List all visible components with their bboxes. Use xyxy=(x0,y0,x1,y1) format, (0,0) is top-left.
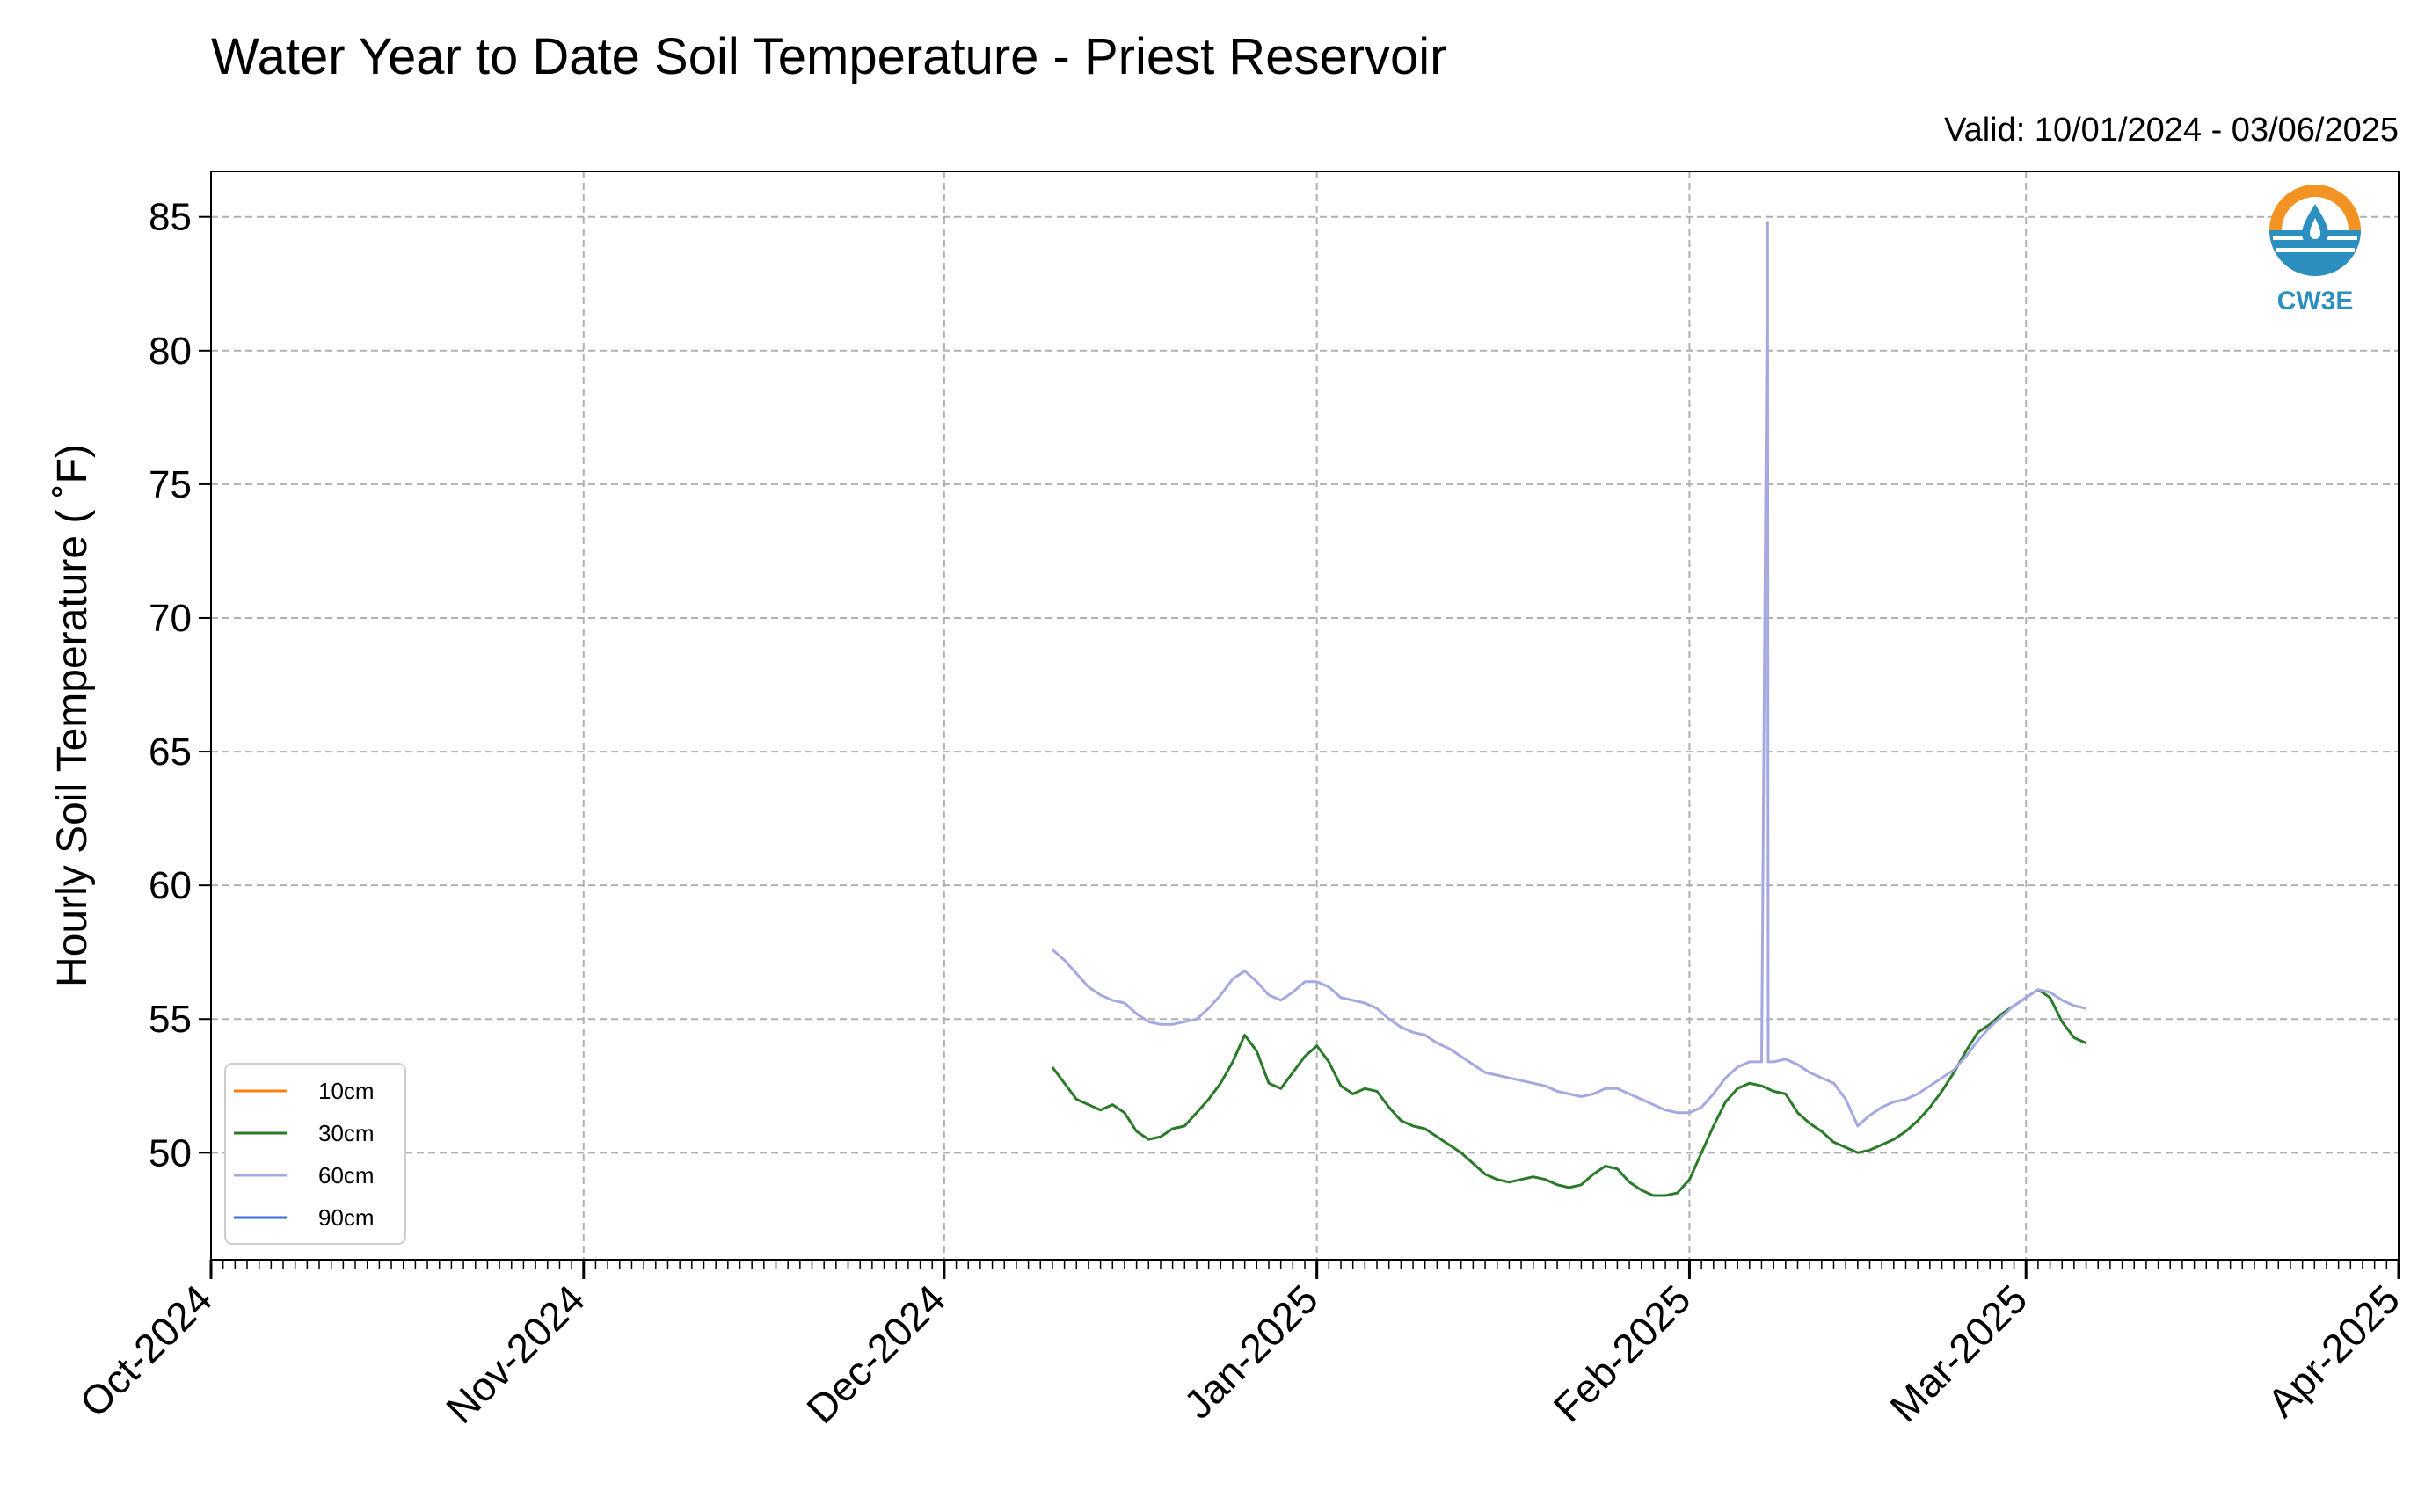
chart-title: Water Year to Date Soil Temperature - Pr… xyxy=(211,28,1446,85)
y-tick-label: 60 xyxy=(149,864,192,907)
cw3e-logo-text: CW3E xyxy=(2277,287,2354,316)
cw3e-logo-icon xyxy=(2269,185,2361,276)
y-tick-label: 70 xyxy=(149,597,192,640)
series-line-30cm xyxy=(1051,988,2087,1197)
y-tick-label: 55 xyxy=(149,998,192,1041)
y-tick-label: 75 xyxy=(149,463,192,506)
legend: 10cm 30cm 60cm 90cm xyxy=(224,1063,406,1245)
legend-box xyxy=(224,1063,406,1245)
series-layer xyxy=(1051,221,2087,1197)
legend-label-30cm: 30cm xyxy=(318,1120,375,1146)
legend-label-90cm: 90cm xyxy=(318,1204,375,1231)
legend-label-10cm: 10cm xyxy=(318,1078,375,1104)
series-line-60cm xyxy=(1051,221,2086,1128)
y-axis: 50 55 60 65 70 75 80 85 xyxy=(149,196,211,1174)
y-axis-label: Hourly Soil Temperature ( ˚F) xyxy=(49,444,96,987)
y-tick-label: 85 xyxy=(149,196,192,239)
y-tick-label: 80 xyxy=(149,330,192,373)
valid-range-label: Valid: 10/01/2024 - 03/06/2025 xyxy=(1944,112,2399,149)
legend-label-60cm: 60cm xyxy=(318,1162,375,1189)
cw3e-logo: CW3E xyxy=(2269,185,2361,316)
grid-lines xyxy=(211,171,2399,1260)
y-tick-label: 65 xyxy=(149,731,192,774)
y-tick-label: 50 xyxy=(149,1131,192,1174)
